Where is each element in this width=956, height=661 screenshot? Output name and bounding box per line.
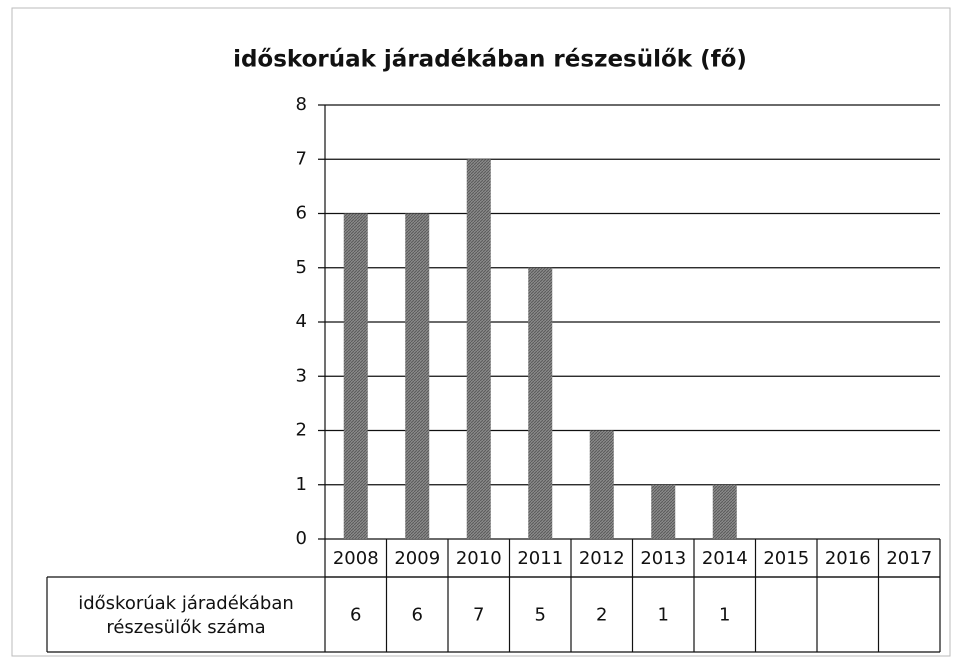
- table-row-label: időskorúak járadékában részesülők száma: [78, 593, 294, 638]
- x-tick-label: 2011: [517, 548, 563, 569]
- x-tick-label: 2017: [886, 548, 932, 569]
- x-tick-label: 2008: [333, 548, 379, 569]
- x-tick-label: 2016: [825, 548, 871, 569]
- table-value: 1: [719, 605, 730, 626]
- bar: [589, 430, 614, 539]
- bar: [712, 484, 737, 539]
- y-tick-label: 0: [296, 528, 307, 549]
- y-tick-label: 8: [296, 94, 307, 115]
- bar: [528, 267, 553, 539]
- x-tick-label: 2009: [394, 548, 440, 569]
- bar: [343, 213, 368, 539]
- table-value: 7: [473, 605, 484, 626]
- chart-frame: [11, 7, 951, 657]
- x-tick-label: 2014: [702, 548, 748, 569]
- x-tick-label: 2013: [640, 548, 686, 569]
- y-tick-label: 2: [296, 420, 307, 441]
- chart-title: időskorúak járadékában részesülők (fő): [233, 47, 747, 73]
- x-tick-label: 2010: [456, 548, 502, 569]
- table-value: 6: [350, 605, 361, 626]
- x-tick-label: 2015: [763, 548, 809, 569]
- table-value: 1: [658, 605, 669, 626]
- table-value: 6: [412, 605, 423, 626]
- y-tick-label: 4: [296, 311, 307, 332]
- y-tick-label: 6: [296, 203, 307, 224]
- y-tick-label: 7: [296, 148, 307, 169]
- table-value: 5: [535, 605, 546, 626]
- bar: [405, 213, 430, 539]
- table-value: 2: [596, 605, 607, 626]
- bar: [466, 159, 491, 539]
- y-tick-label: 3: [296, 365, 307, 386]
- bar: [651, 484, 676, 539]
- y-tick-label: 5: [296, 257, 307, 278]
- y-tick-label: 1: [296, 474, 307, 495]
- x-tick-label: 2012: [579, 548, 625, 569]
